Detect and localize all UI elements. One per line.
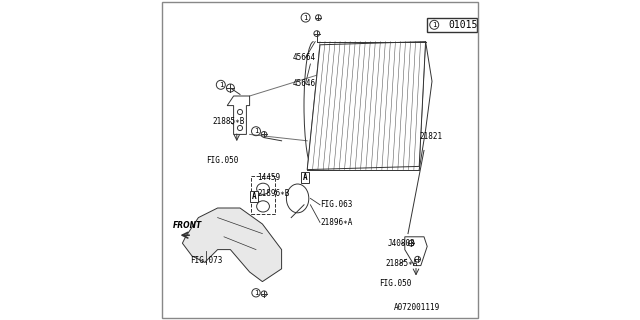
Text: 1: 1	[303, 15, 308, 20]
Text: A072001119: A072001119	[394, 303, 440, 312]
Text: 21821: 21821	[419, 132, 442, 140]
Text: J40803: J40803	[387, 239, 415, 248]
Text: 45664: 45664	[292, 53, 316, 62]
Polygon shape	[307, 42, 426, 170]
Text: 21885∗A: 21885∗A	[385, 260, 418, 268]
Text: 45646: 45646	[292, 79, 316, 88]
Text: 21885∗B: 21885∗B	[212, 117, 245, 126]
Text: 21896∗A: 21896∗A	[320, 218, 353, 227]
Polygon shape	[405, 237, 428, 266]
Text: 1: 1	[432, 22, 436, 28]
Text: FIG.050: FIG.050	[206, 156, 239, 164]
Text: FIG.063: FIG.063	[320, 200, 353, 209]
FancyBboxPatch shape	[301, 172, 309, 183]
FancyBboxPatch shape	[250, 191, 258, 203]
Bar	[251, 176, 275, 214]
Text: A: A	[303, 173, 308, 182]
Bar	[428, 18, 477, 32]
Text: 1: 1	[254, 128, 258, 134]
Text: FIG.073: FIG.073	[190, 256, 223, 265]
Text: 21896∗B: 21896∗B	[258, 189, 290, 198]
Text: A: A	[252, 192, 257, 201]
Polygon shape	[182, 208, 282, 282]
Text: 14459: 14459	[258, 173, 281, 182]
Text: FIG.050: FIG.050	[379, 279, 412, 288]
Text: 1: 1	[219, 82, 223, 88]
Text: 01015: 01015	[448, 20, 477, 30]
Polygon shape	[227, 96, 250, 134]
Text: FRONT: FRONT	[173, 221, 202, 230]
Text: 1: 1	[254, 290, 258, 296]
